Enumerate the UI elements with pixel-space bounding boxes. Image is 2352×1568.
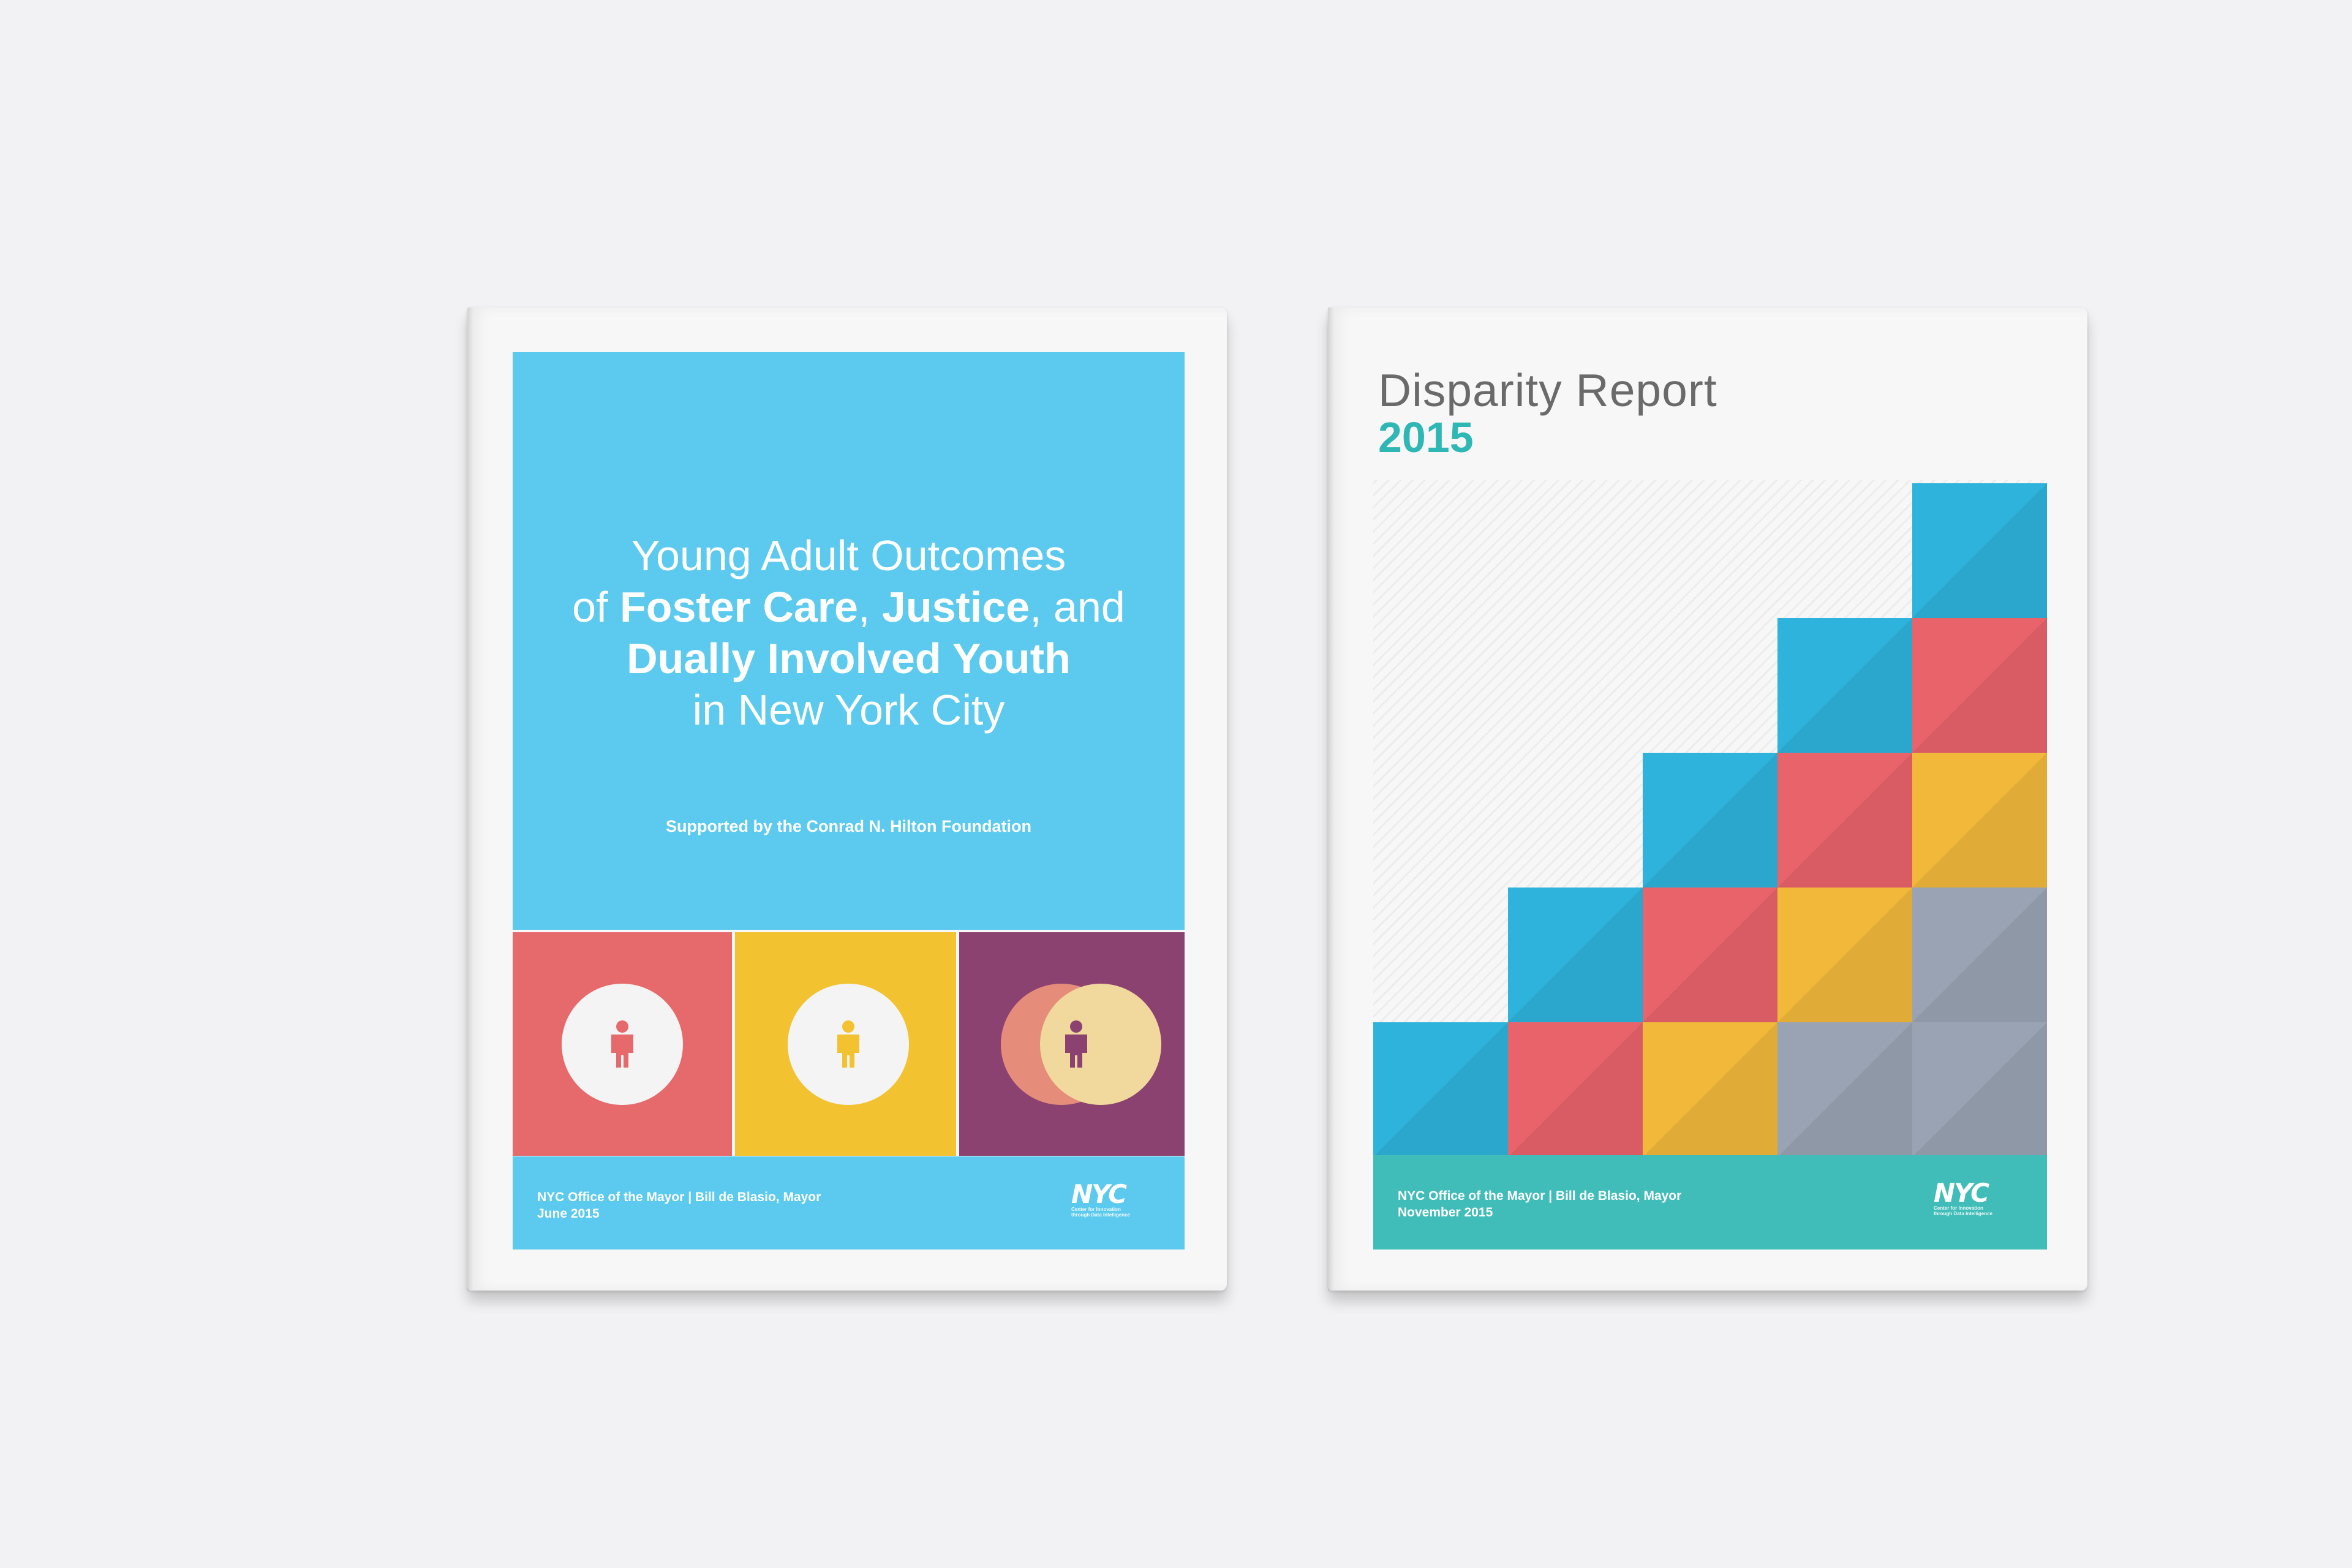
title-text: ,	[858, 583, 882, 631]
nyc-logo: NYC Center for Innovation through Data I…	[1934, 1178, 1993, 1217]
cover-title: Young Adult Outcomes of Foster Care, Jus…	[513, 530, 1185, 736]
staircase-square	[1508, 888, 1643, 1022]
title-emphasis-justice: Justice	[881, 583, 1030, 631]
staircase-square	[1643, 888, 1777, 1022]
title-line-2: of Foster Care, Justice, and	[513, 581, 1185, 633]
staircase-square	[1912, 888, 2047, 1022]
nyc-logo-subtitle: through Data Intelligence	[1071, 1212, 1131, 1218]
footer-publisher: NYC Office of the Mayor | Bill de Blasio…	[537, 1190, 821, 1204]
circle-icon	[562, 984, 683, 1105]
foster-care-tile	[513, 932, 732, 1156]
footer-text: NYC Office of the Mayor | Bill de Blasio…	[1398, 1188, 1681, 1221]
cover-title-panel: Young Adult Outcomes of Foster Care, Jus…	[513, 352, 1185, 930]
staircase-square	[1777, 753, 1912, 888]
staircase-square	[1777, 888, 1912, 1022]
staircase-square	[1912, 618, 2047, 753]
staircase-square	[1508, 1022, 1643, 1157]
disparity-report-cover: Disparity Report 2015 NYC Office of the …	[1328, 307, 2087, 1291]
staircase-square	[1777, 618, 1912, 753]
circle-icon	[788, 984, 909, 1105]
report-title: Disparity Report	[1378, 364, 1717, 416]
title-line-3: Dually Involved Youth	[513, 633, 1185, 684]
venn-circle-right	[1040, 984, 1161, 1105]
footer-text: NYC Office of the Mayor | Bill de Blasio…	[537, 1189, 821, 1222]
staircase-square	[1777, 1022, 1912, 1157]
report-year: 2015	[1378, 413, 1474, 461]
person-icon	[837, 1020, 859, 1068]
nyc-logo: NYC Center for Innovation through Data I…	[1071, 1182, 1130, 1218]
person-icon	[1065, 1020, 1087, 1068]
nyc-logo-mark: NYC	[1934, 1178, 1989, 1208]
footer-date: November 2015	[1398, 1205, 1493, 1219]
staircase-graphic	[1373, 480, 2047, 1157]
footer-date: June 2015	[537, 1207, 600, 1221]
title-line-1: Young Adult Outcomes	[631, 532, 1066, 579]
supported-by-text: Supported by the Conrad N. Hilton Founda…	[666, 817, 1031, 835]
nyc-logo-subtitle: Center for Innovation	[1071, 1207, 1121, 1212]
nyc-logo-subtitle: through Data Intelligence	[1934, 1211, 1993, 1216]
foster-care-report-cover: Young Adult Outcomes of Foster Care, Jus…	[467, 307, 1227, 1291]
staircase-square	[1912, 1022, 2047, 1157]
nyc-logo-mark: NYC	[1071, 1179, 1127, 1209]
title-emphasis-dually: Dually Involved Youth	[627, 635, 1071, 682]
cover-footer: NYC Office of the Mayor | Bill de Blasio…	[513, 1156, 1185, 1250]
title-text: of	[572, 583, 620, 631]
title-emphasis-foster-care: Foster Care	[619, 583, 858, 631]
dually-involved-tile	[959, 932, 1185, 1156]
person-icon	[611, 1020, 633, 1068]
staircase-square	[1912, 483, 2047, 618]
staircase-square	[1373, 1022, 1508, 1157]
footer-publisher: NYC Office of the Mayor | Bill de Blasio…	[1398, 1189, 1682, 1203]
justice-tile	[735, 932, 956, 1156]
staircase-square	[1643, 753, 1777, 888]
staircase-square	[1643, 1022, 1777, 1157]
title-line-4: in New York City	[692, 686, 1005, 734]
staircase-square	[1912, 753, 2047, 888]
nyc-logo-subtitle: Center for Innovation	[1934, 1205, 1983, 1211]
title-text: , and	[1030, 583, 1125, 631]
cover-footer: NYC Office of the Mayor | Bill de Blasio…	[1373, 1155, 2047, 1250]
